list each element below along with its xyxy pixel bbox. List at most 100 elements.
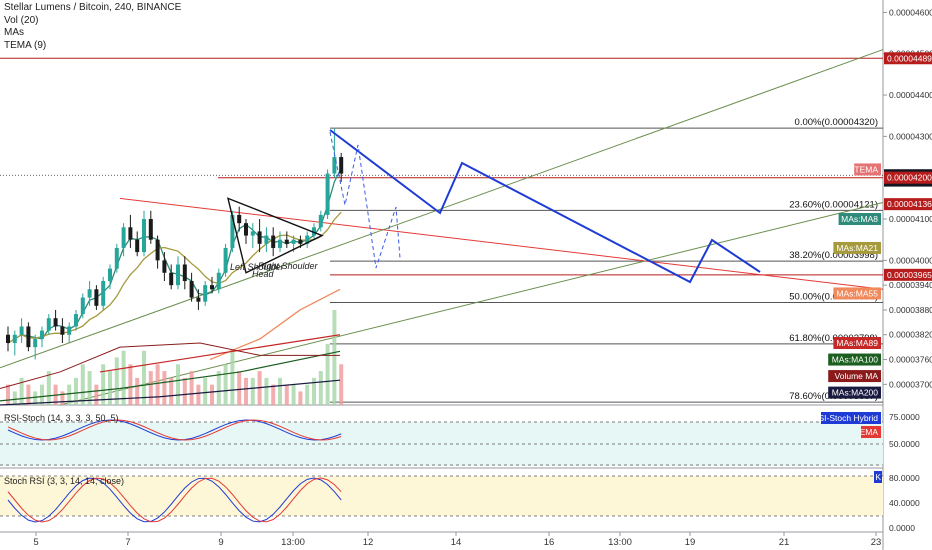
chart-header: Stellar Lumens / Bitcoin, 240, BINANCE V…	[4, 2, 181, 52]
candle-body	[74, 314, 78, 327]
volume-ma-line	[0, 342, 340, 389]
volume-bar	[155, 364, 160, 405]
volume-bar	[142, 350, 146, 405]
rsi-stoch-ema-line	[7, 419, 342, 441]
k-tag	[874, 471, 882, 483]
candle-body	[189, 281, 194, 298]
candle-body	[128, 227, 133, 240]
indicator-tag-label: MAs:MA89	[836, 338, 878, 348]
volume-bar	[182, 377, 187, 405]
k-tag-label: K	[875, 472, 881, 482]
candle-body	[162, 260, 167, 273]
rsi-stoch-level-label: 50.0000	[889, 439, 920, 449]
candle-body	[53, 318, 58, 327]
stoch-rsi-name: Stoch RSI (3, 3, 14, 14, close)	[4, 476, 124, 486]
volume-bar	[223, 364, 228, 405]
x-tick-label: 12	[363, 537, 374, 548]
left-shoulder-label: Left Shoulder	[230, 262, 285, 272]
ma200-line	[0, 379, 341, 406]
candle-body	[155, 239, 160, 261]
fib-level-label: 23.60%(0.00004121)	[789, 199, 878, 210]
tema-indicator-label[interactable]: TEMA (9)	[4, 39, 47, 51]
volume-bar	[128, 364, 133, 405]
candle-body	[33, 338, 38, 348]
volume-bar	[237, 371, 242, 405]
rsi-stoch-line	[7, 419, 342, 441]
volume-bar	[40, 384, 44, 405]
rsi-stoch-name: RSI-Stoch (14, 3, 3, 3, 50, 5)	[4, 413, 119, 423]
candle-body	[284, 239, 289, 244]
volume-indicator-label[interactable]: Vol (20)	[4, 14, 39, 26]
projection-dashed	[329, 131, 401, 269]
volume-bar	[264, 377, 269, 405]
stoch-rsi-d-line	[7, 477, 342, 523]
candle-body	[257, 231, 262, 244]
candle-body	[101, 281, 106, 306]
x-tick-label: 16	[544, 537, 555, 548]
volume-bar	[189, 371, 194, 405]
candle-body	[318, 214, 323, 228]
x-tick-label: 5	[33, 537, 38, 548]
triangle-pattern	[227, 197, 324, 274]
volume-bar	[80, 364, 85, 405]
volume-bar	[74, 377, 78, 405]
price-tag	[884, 171, 932, 184]
price-tag	[884, 268, 932, 281]
volume-bar	[305, 384, 310, 405]
volume-bar	[26, 384, 31, 405]
candle-body	[196, 297, 201, 302]
candle-body	[210, 285, 214, 290]
volume-bar	[6, 384, 10, 405]
candle-body	[19, 326, 24, 335]
volume-bar	[203, 377, 208, 405]
indicator-tag-label: MAs:MA21	[836, 243, 878, 253]
rsi-stoch-band	[0, 422, 883, 466]
candle-body	[94, 289, 99, 306]
candle-body	[87, 289, 92, 298]
candle-body	[26, 326, 31, 348]
candle-body	[176, 264, 180, 286]
candle-body	[312, 227, 316, 236]
volume-bar	[169, 377, 174, 405]
candle-body	[223, 247, 228, 273]
y-tick-label: 0.00004400	[889, 90, 932, 100]
ema-tag	[861, 426, 881, 438]
mas-indicator-label[interactable]: MAs	[4, 27, 24, 38]
ma100-line	[0, 350, 341, 402]
volume-bar	[216, 371, 221, 405]
volume-bar	[67, 384, 72, 405]
volume-bar	[121, 350, 126, 405]
rsi-stoch-level-label: 75.0000	[889, 412, 920, 422]
indicator-tag	[838, 213, 881, 226]
y-tick-label: 0.00004300	[889, 131, 932, 141]
x-tick-label: 14	[451, 537, 462, 548]
rsi-stoch-tag	[821, 412, 881, 424]
candle-body	[108, 268, 112, 282]
indicator-tag-label: MAs:MA200	[832, 388, 879, 398]
y-tick-label: 0.00004100	[889, 214, 932, 224]
volume-bar	[250, 377, 255, 405]
candle-body	[291, 239, 296, 244]
stoch-rsi-k-line	[7, 477, 342, 523]
x-tick-label: 23	[871, 537, 882, 548]
volume-bar	[135, 377, 140, 405]
candle-body	[182, 264, 187, 282]
candle-body	[216, 272, 221, 290]
candle-body	[250, 231, 255, 236]
x-tick-label: 7	[125, 537, 130, 548]
ma89-line	[99, 334, 341, 373]
volume-bar	[12, 391, 17, 405]
y-tick-label: 0.00004600	[889, 7, 932, 17]
indicator-tag	[833, 241, 881, 254]
descending-trendline	[119, 197, 884, 290]
candle-body	[305, 235, 310, 244]
price-tag-label: 0.00004136	[887, 199, 932, 209]
candle-body	[80, 297, 85, 315]
price-tag	[884, 198, 932, 211]
candle-body	[114, 247, 119, 269]
stoch-rsi-band	[0, 476, 883, 516]
candle-body	[244, 223, 248, 236]
candle-body	[135, 239, 140, 253]
ascending-channel-line	[59, 202, 884, 406]
